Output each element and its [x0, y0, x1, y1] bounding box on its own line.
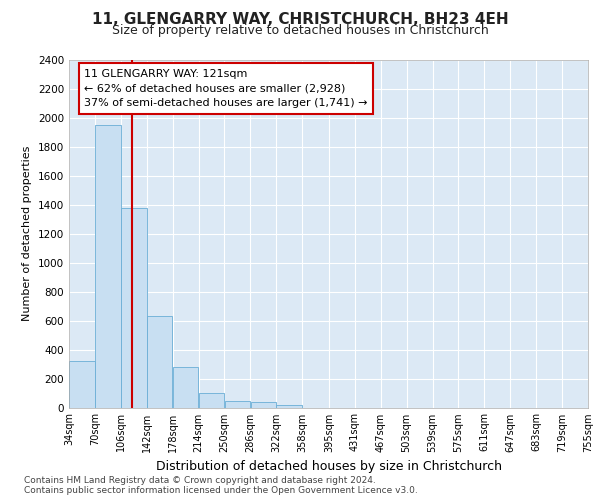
Text: 11 GLENGARRY WAY: 121sqm
← 62% of detached houses are smaller (2,928)
37% of sem: 11 GLENGARRY WAY: 121sqm ← 62% of detach… [84, 68, 368, 108]
Bar [199, 393, 224, 407]
Bar [95, 125, 121, 408]
Text: 11, GLENGARRY WAY, CHRISTCHURCH, BH23 4EH: 11, GLENGARRY WAY, CHRISTCHURCH, BH23 4E… [92, 12, 508, 28]
X-axis label: Distribution of detached houses by size in Christchurch: Distribution of detached houses by size … [155, 460, 502, 473]
Text: Contains HM Land Registry data © Crown copyright and database right 2024.: Contains HM Land Registry data © Crown c… [24, 476, 376, 485]
Bar [69, 361, 95, 408]
Text: Contains public sector information licensed under the Open Government Licence v3: Contains public sector information licen… [24, 486, 418, 495]
Y-axis label: Number of detached properties: Number of detached properties [22, 146, 32, 322]
Bar [173, 367, 199, 408]
Bar [121, 208, 146, 408]
Text: Size of property relative to detached houses in Christchurch: Size of property relative to detached ho… [112, 24, 488, 37]
Bar [224, 401, 250, 407]
Bar [277, 404, 302, 407]
Bar [251, 402, 276, 407]
Bar [147, 316, 172, 408]
